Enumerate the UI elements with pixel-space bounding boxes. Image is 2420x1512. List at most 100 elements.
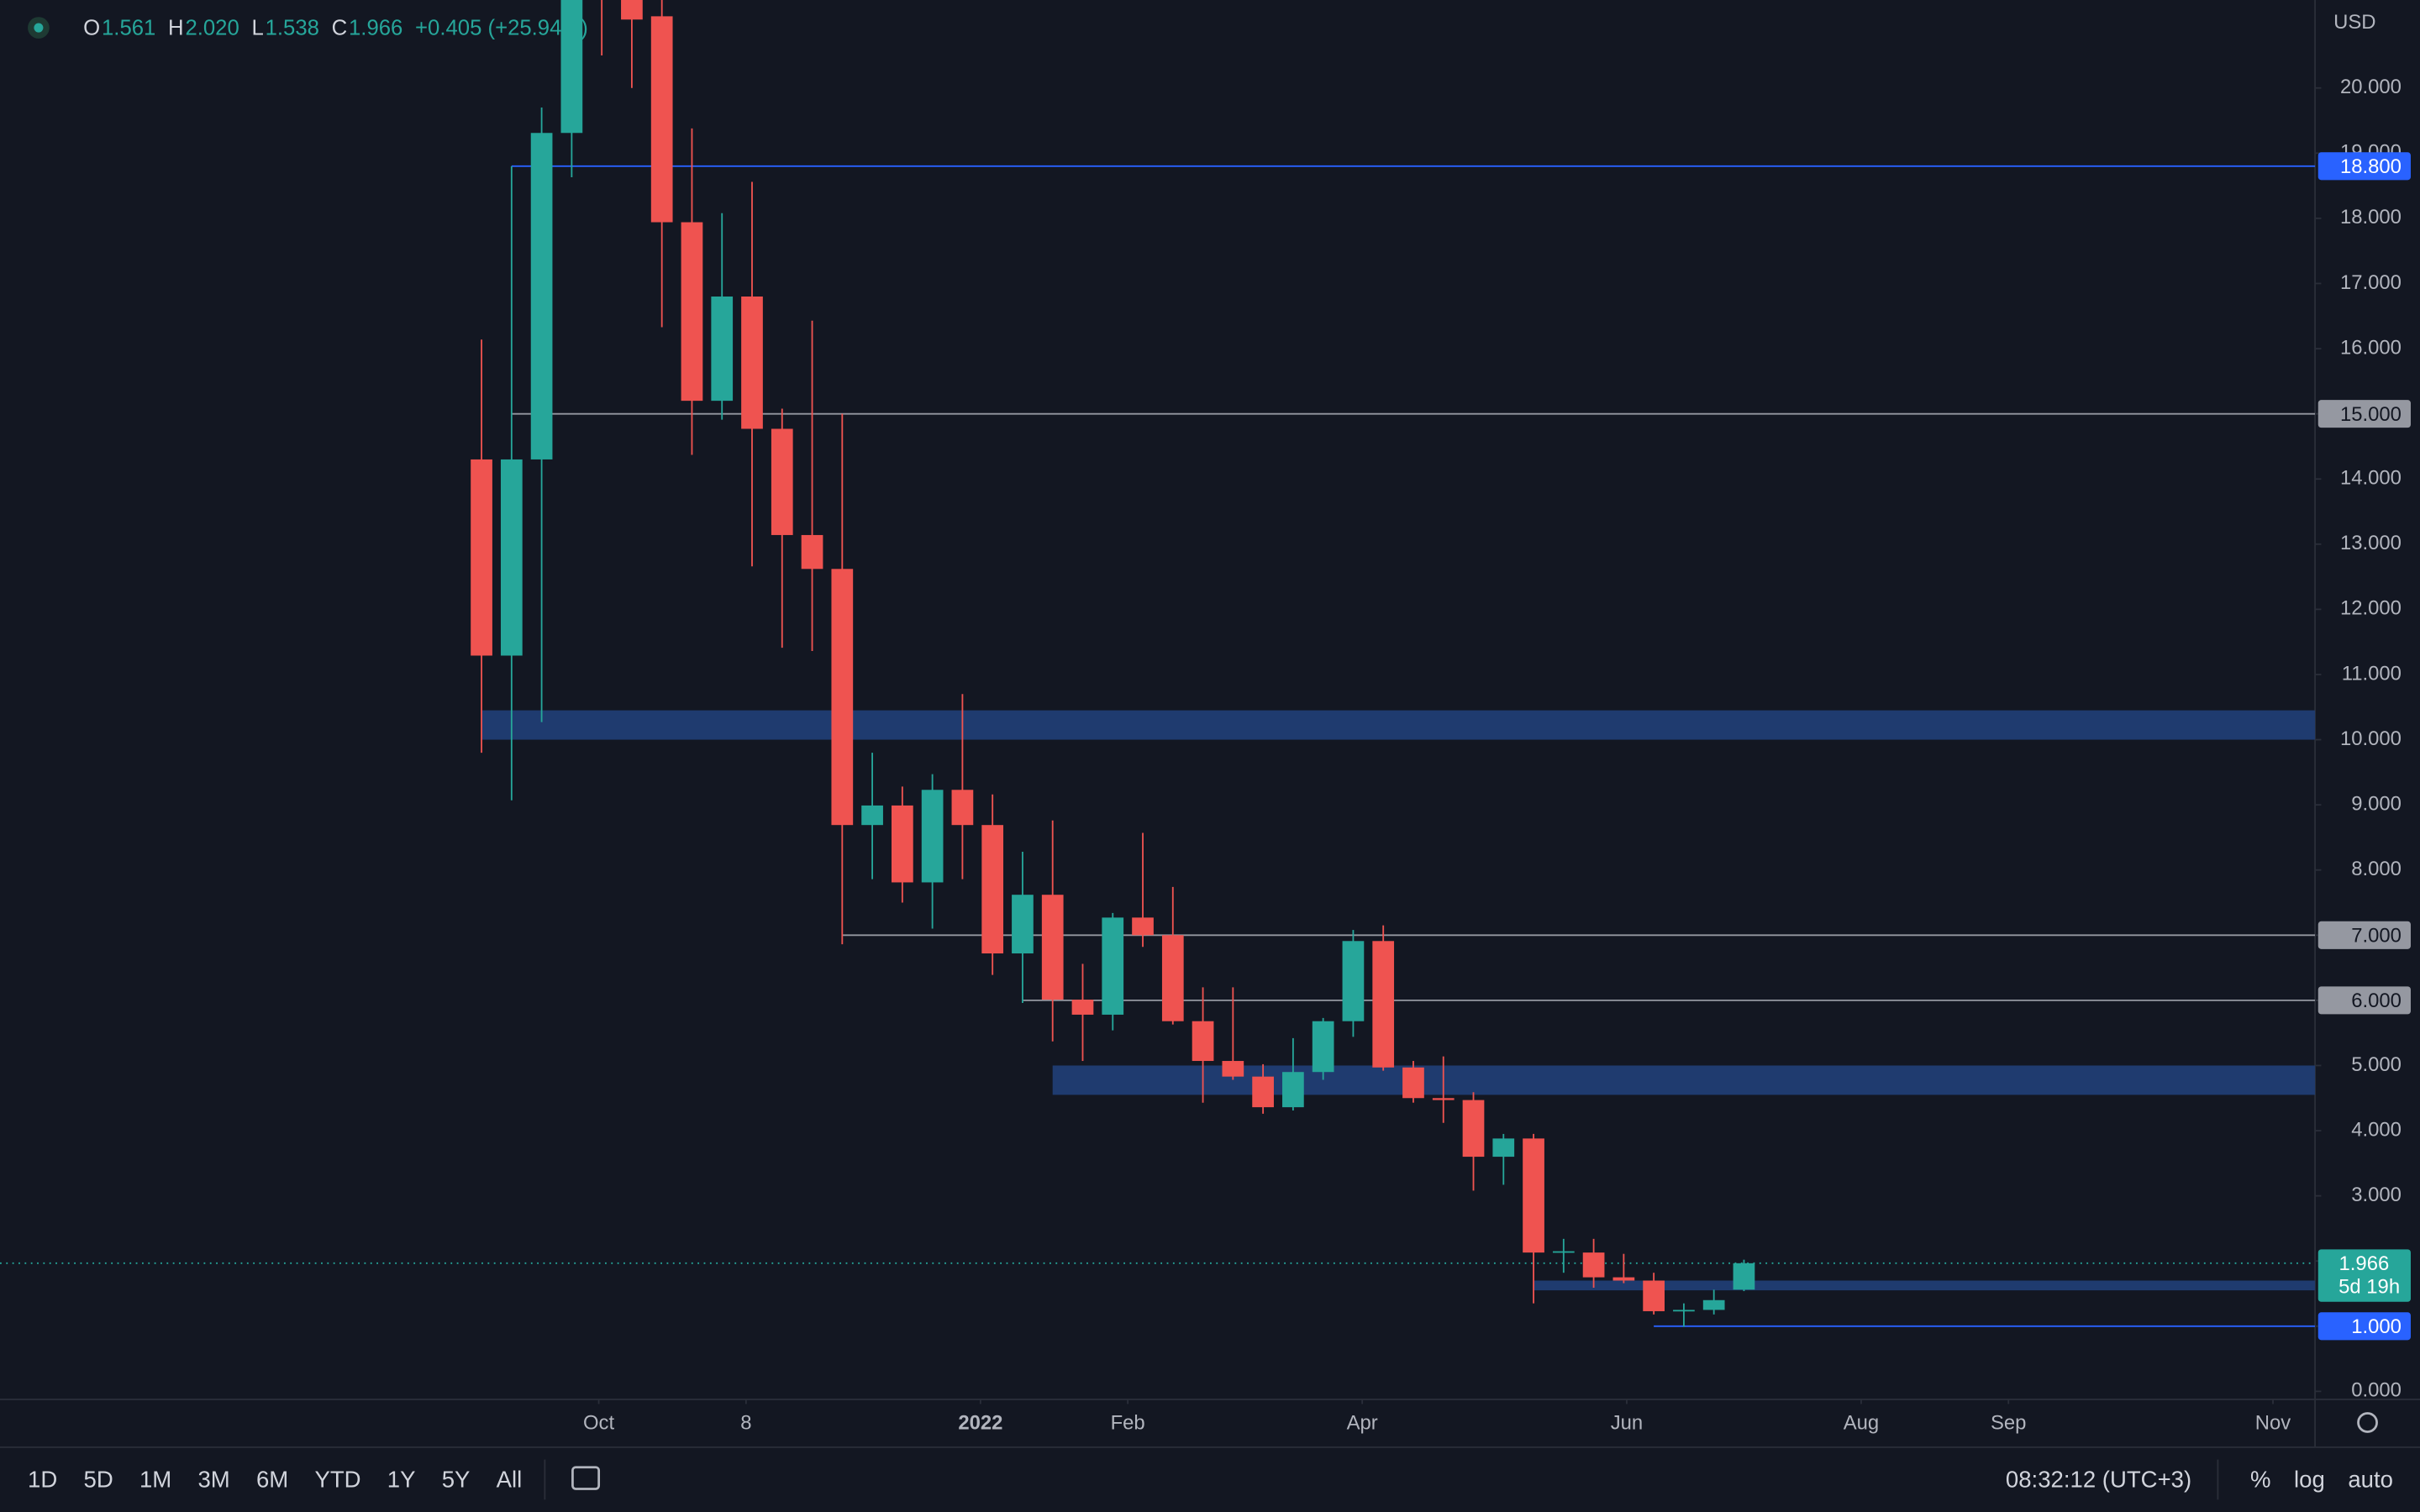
candle-body	[1071, 1000, 1094, 1015]
y-tick-label: 3.000	[2351, 1184, 2402, 1206]
x-tick-label: Feb	[1111, 1412, 1145, 1435]
x-tick-label: Nov	[2255, 1412, 2291, 1435]
candle-body	[771, 428, 793, 535]
level-label-bg	[2317, 152, 2411, 181]
candle-body	[1462, 1100, 1485, 1158]
candle-body	[1012, 895, 1034, 954]
candle-body	[1492, 1138, 1515, 1158]
legend-value: 1.561	[102, 17, 155, 40]
range-button[interactable]: 1D	[28, 1467, 57, 1493]
candle-body	[861, 805, 883, 826]
y-tick-label: 8.000	[2351, 858, 2402, 880]
candle-body	[621, 0, 643, 20]
settings-icon[interactable]	[2357, 1412, 2378, 1433]
range-button[interactable]: 5Y	[442, 1467, 471, 1493]
candle-body	[1161, 935, 1184, 1021]
y-tick-label: 16.000	[2340, 336, 2402, 359]
y-tick-label: 11.000	[2342, 662, 2402, 685]
legend-value: 1.966	[349, 17, 402, 40]
range-button[interactable]: 5D	[84, 1467, 113, 1493]
y-tick-label: 9.000	[2351, 792, 2402, 815]
candle-body	[1702, 1299, 1725, 1310]
range-button[interactable]: All	[497, 1467, 523, 1493]
scale-button[interactable]: %	[2250, 1467, 2271, 1493]
candle-body	[831, 569, 854, 826]
candle-body	[1342, 941, 1365, 1021]
y-tick-label: 12.000	[2340, 597, 2402, 620]
level-label: 18.800	[2340, 155, 2402, 178]
level-label: 6.000	[2351, 990, 2402, 1012]
candle-body	[1582, 1252, 1605, 1278]
candle-body	[1402, 1067, 1424, 1099]
y-tick-label: 18.000	[2340, 206, 2402, 228]
y-tick-label: 13.000	[2340, 532, 2402, 554]
scale-button[interactable]: auto	[2348, 1467, 2393, 1493]
candle-body	[1192, 1021, 1214, 1062]
candle-body	[981, 825, 1004, 954]
candle-body	[1222, 1061, 1244, 1077]
candle-body	[1252, 1076, 1274, 1108]
candle-body	[741, 296, 763, 429]
level-label: 1.000	[2351, 1315, 2402, 1338]
level-label-bg	[2317, 986, 2411, 1015]
y-tick-label: 4.000	[2351, 1118, 2402, 1141]
y-tick-label: 0.000	[2351, 1379, 2402, 1402]
y-tick-label: 20.000	[2340, 76, 2402, 98]
candle-body	[681, 222, 703, 402]
last-price-bg	[2317, 1249, 2411, 1302]
x-tick-label: Oct	[583, 1412, 614, 1435]
range-button[interactable]: 1Y	[387, 1467, 416, 1493]
candle-body	[471, 459, 492, 656]
range-button[interactable]: 6M	[256, 1467, 288, 1493]
y-tick-label: 14.000	[2340, 467, 2402, 490]
legend-key: L	[251, 17, 263, 40]
clock: 08:32:12 (UTC+3)	[2006, 1467, 2191, 1493]
candle-body	[1372, 941, 1395, 1068]
legend-change: +0.405 (+25.94%)	[415, 17, 588, 40]
candle-body	[1733, 1263, 1755, 1290]
legend-value: 1.538	[266, 17, 319, 40]
zone	[1534, 1280, 2316, 1291]
x-tick-label: Aug	[1844, 1412, 1879, 1435]
last-price-label: 1.966	[2339, 1252, 2390, 1275]
candle-body	[1673, 1310, 1695, 1312]
level-label: 7.000	[2351, 924, 2402, 947]
level-label-bg	[2317, 400, 2411, 428]
candle-body	[801, 534, 823, 570]
candle-body	[1552, 1251, 1575, 1253]
level-label-bg	[2317, 921, 2411, 949]
candle-body	[1132, 917, 1154, 936]
candle-body	[500, 459, 523, 656]
candle-body	[711, 296, 734, 402]
candle-body	[891, 805, 913, 883]
candle-body	[1523, 1138, 1544, 1253]
candle-body	[560, 0, 583, 134]
candle-body	[1102, 917, 1124, 1015]
level-label-bg	[2317, 1312, 2411, 1341]
x-tick-label: Sep	[1991, 1412, 2026, 1435]
candle-body	[1312, 1021, 1334, 1073]
status-dot	[34, 23, 44, 33]
legend-value: 2.020	[185, 17, 239, 40]
range-button[interactable]: 1M	[139, 1467, 171, 1493]
candle-body	[951, 790, 974, 826]
candle-body	[921, 790, 944, 883]
candle-body	[1643, 1280, 1665, 1311]
y-tick-label: 17.000	[2340, 271, 2402, 294]
candle-body	[1282, 1072, 1304, 1108]
x-tick-label: 2022	[958, 1412, 1002, 1435]
legend-key: H	[168, 17, 184, 40]
x-tick-label: Jun	[1611, 1412, 1643, 1435]
date-range-icon[interactable]	[571, 1466, 601, 1490]
candle-body	[650, 16, 673, 223]
range-button[interactable]: YTD	[314, 1467, 360, 1493]
currency[interactable]: USD	[2333, 11, 2375, 34]
scale-button[interactable]: log	[2294, 1467, 2325, 1493]
x-tick-label: 8	[740, 1412, 751, 1435]
range-button[interactable]: 3M	[197, 1467, 229, 1493]
legend-key: O	[83, 17, 100, 40]
plot-area	[0, 0, 2316, 1327]
candle-body	[1041, 895, 1064, 1000]
